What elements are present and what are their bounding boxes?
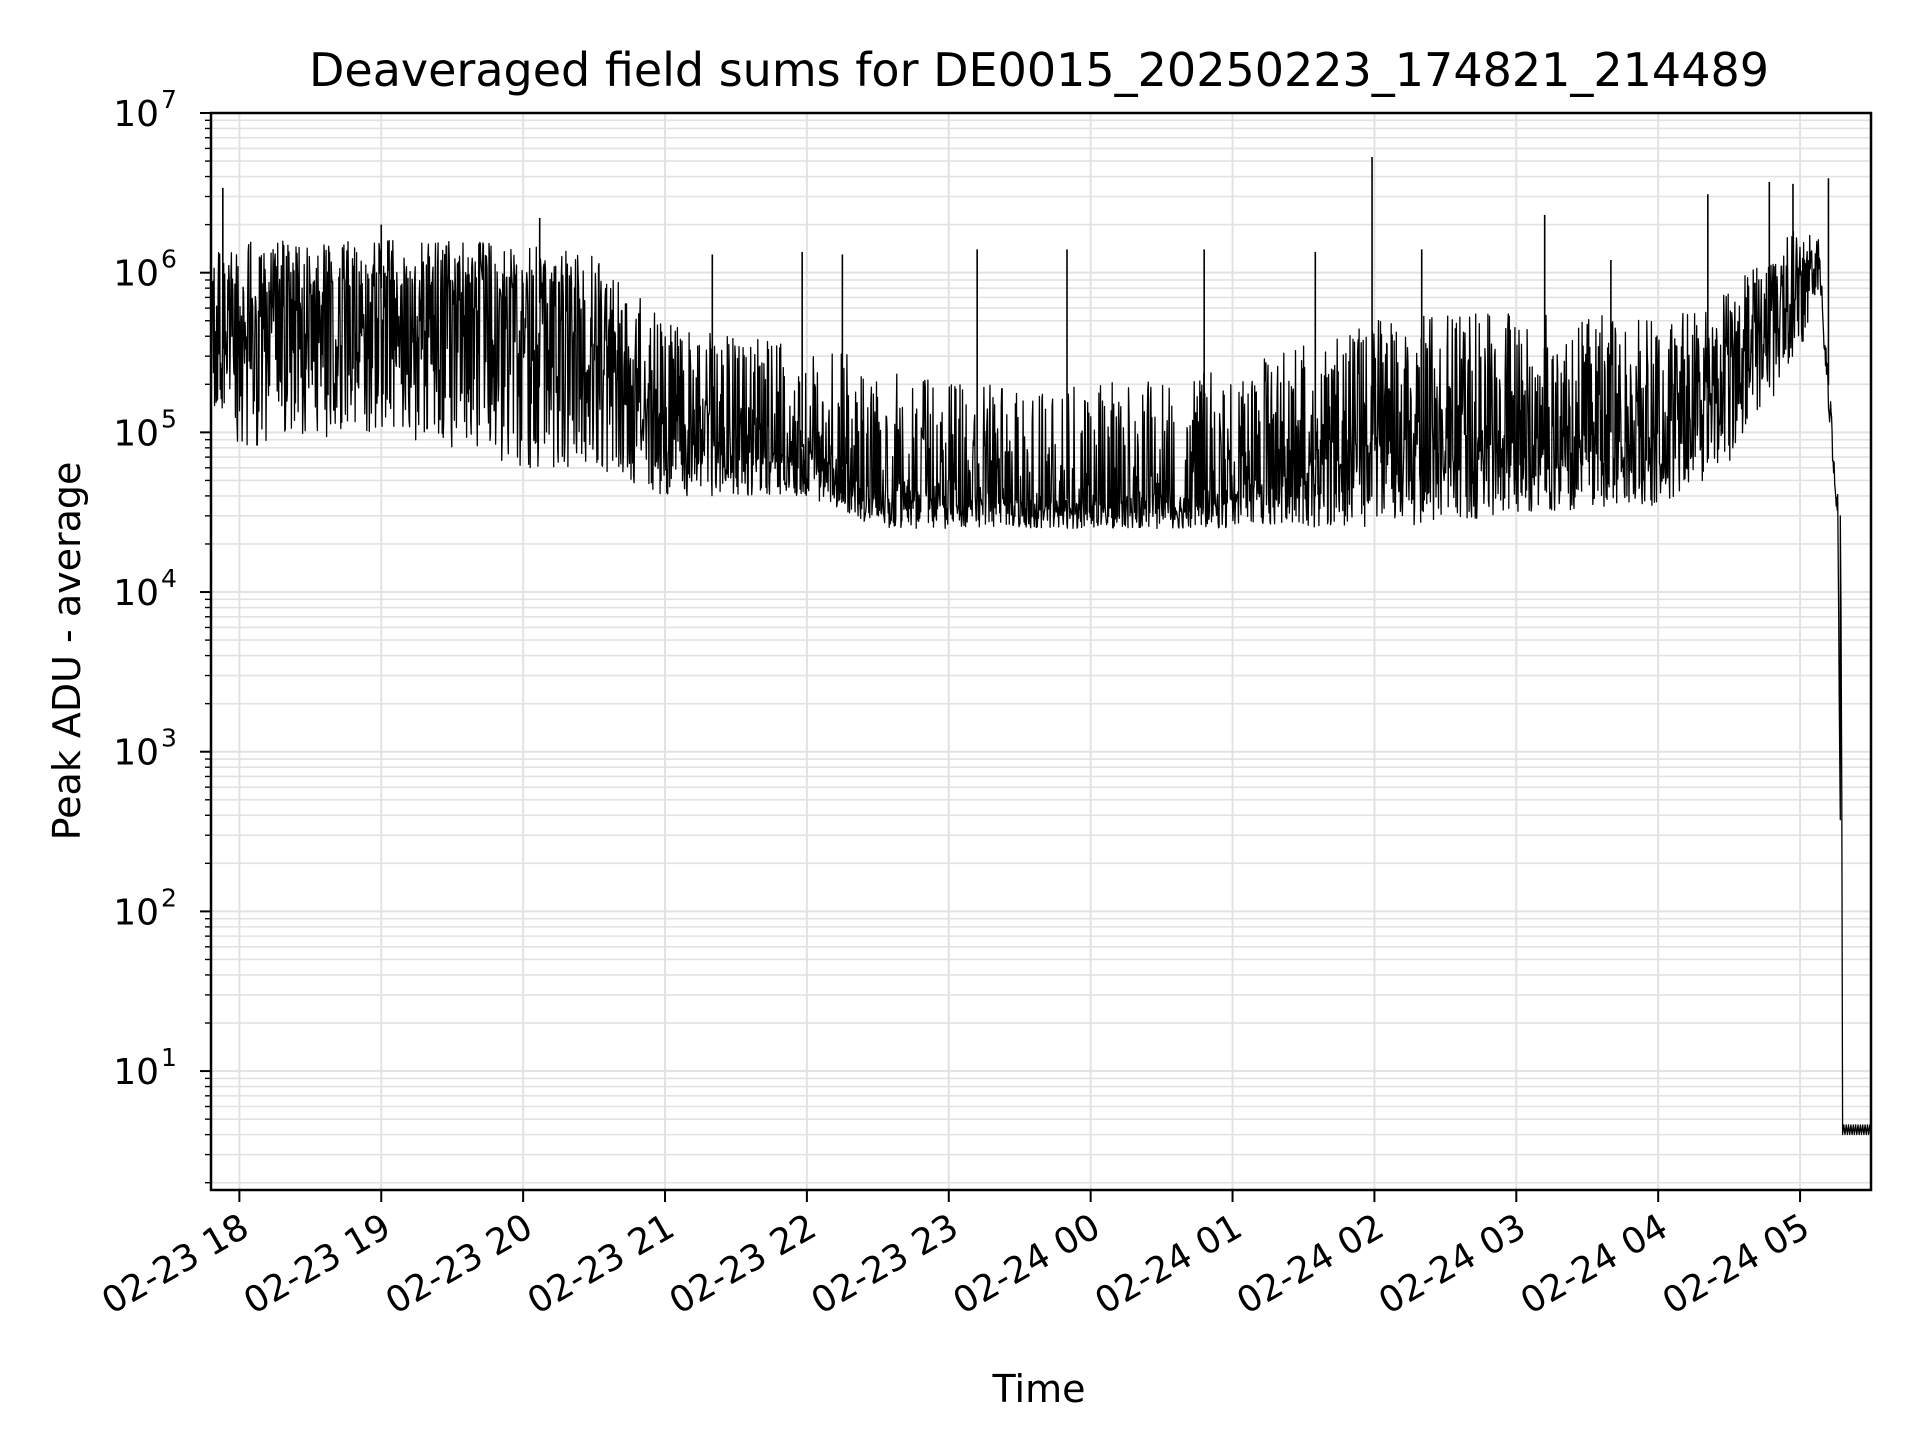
series-layer [210, 157, 1872, 1136]
chart-title: Deaveraged field sums for DE0015_2025022… [309, 43, 1769, 97]
series-line [210, 230, 1872, 1136]
plot-frame [209, 111, 1873, 1192]
y-tick-exponent: 1 [161, 1043, 177, 1072]
y-tick-label: 10 [113, 254, 159, 295]
y-tick-label: 10 [113, 573, 159, 614]
y-tick-exponent: 3 [161, 724, 177, 753]
y-tick-exponent: 5 [161, 404, 177, 433]
y-tick-label: 10 [113, 733, 159, 774]
x-axis-label: Time [992, 1367, 1086, 1411]
y-tick-exponent: 2 [161, 883, 177, 912]
y-tick-label: 10 [113, 94, 159, 135]
y-tick-exponent: 7 [161, 85, 177, 114]
y-tick-exponent: 6 [161, 245, 177, 274]
y-tick-exponent: 4 [161, 564, 177, 593]
y-tick-label: 10 [113, 413, 159, 454]
y-axis-label: Peak ADU - average [45, 462, 89, 841]
y-tick-label: 10 [113, 892, 159, 933]
y-tick-label: 10 [113, 1052, 159, 1093]
